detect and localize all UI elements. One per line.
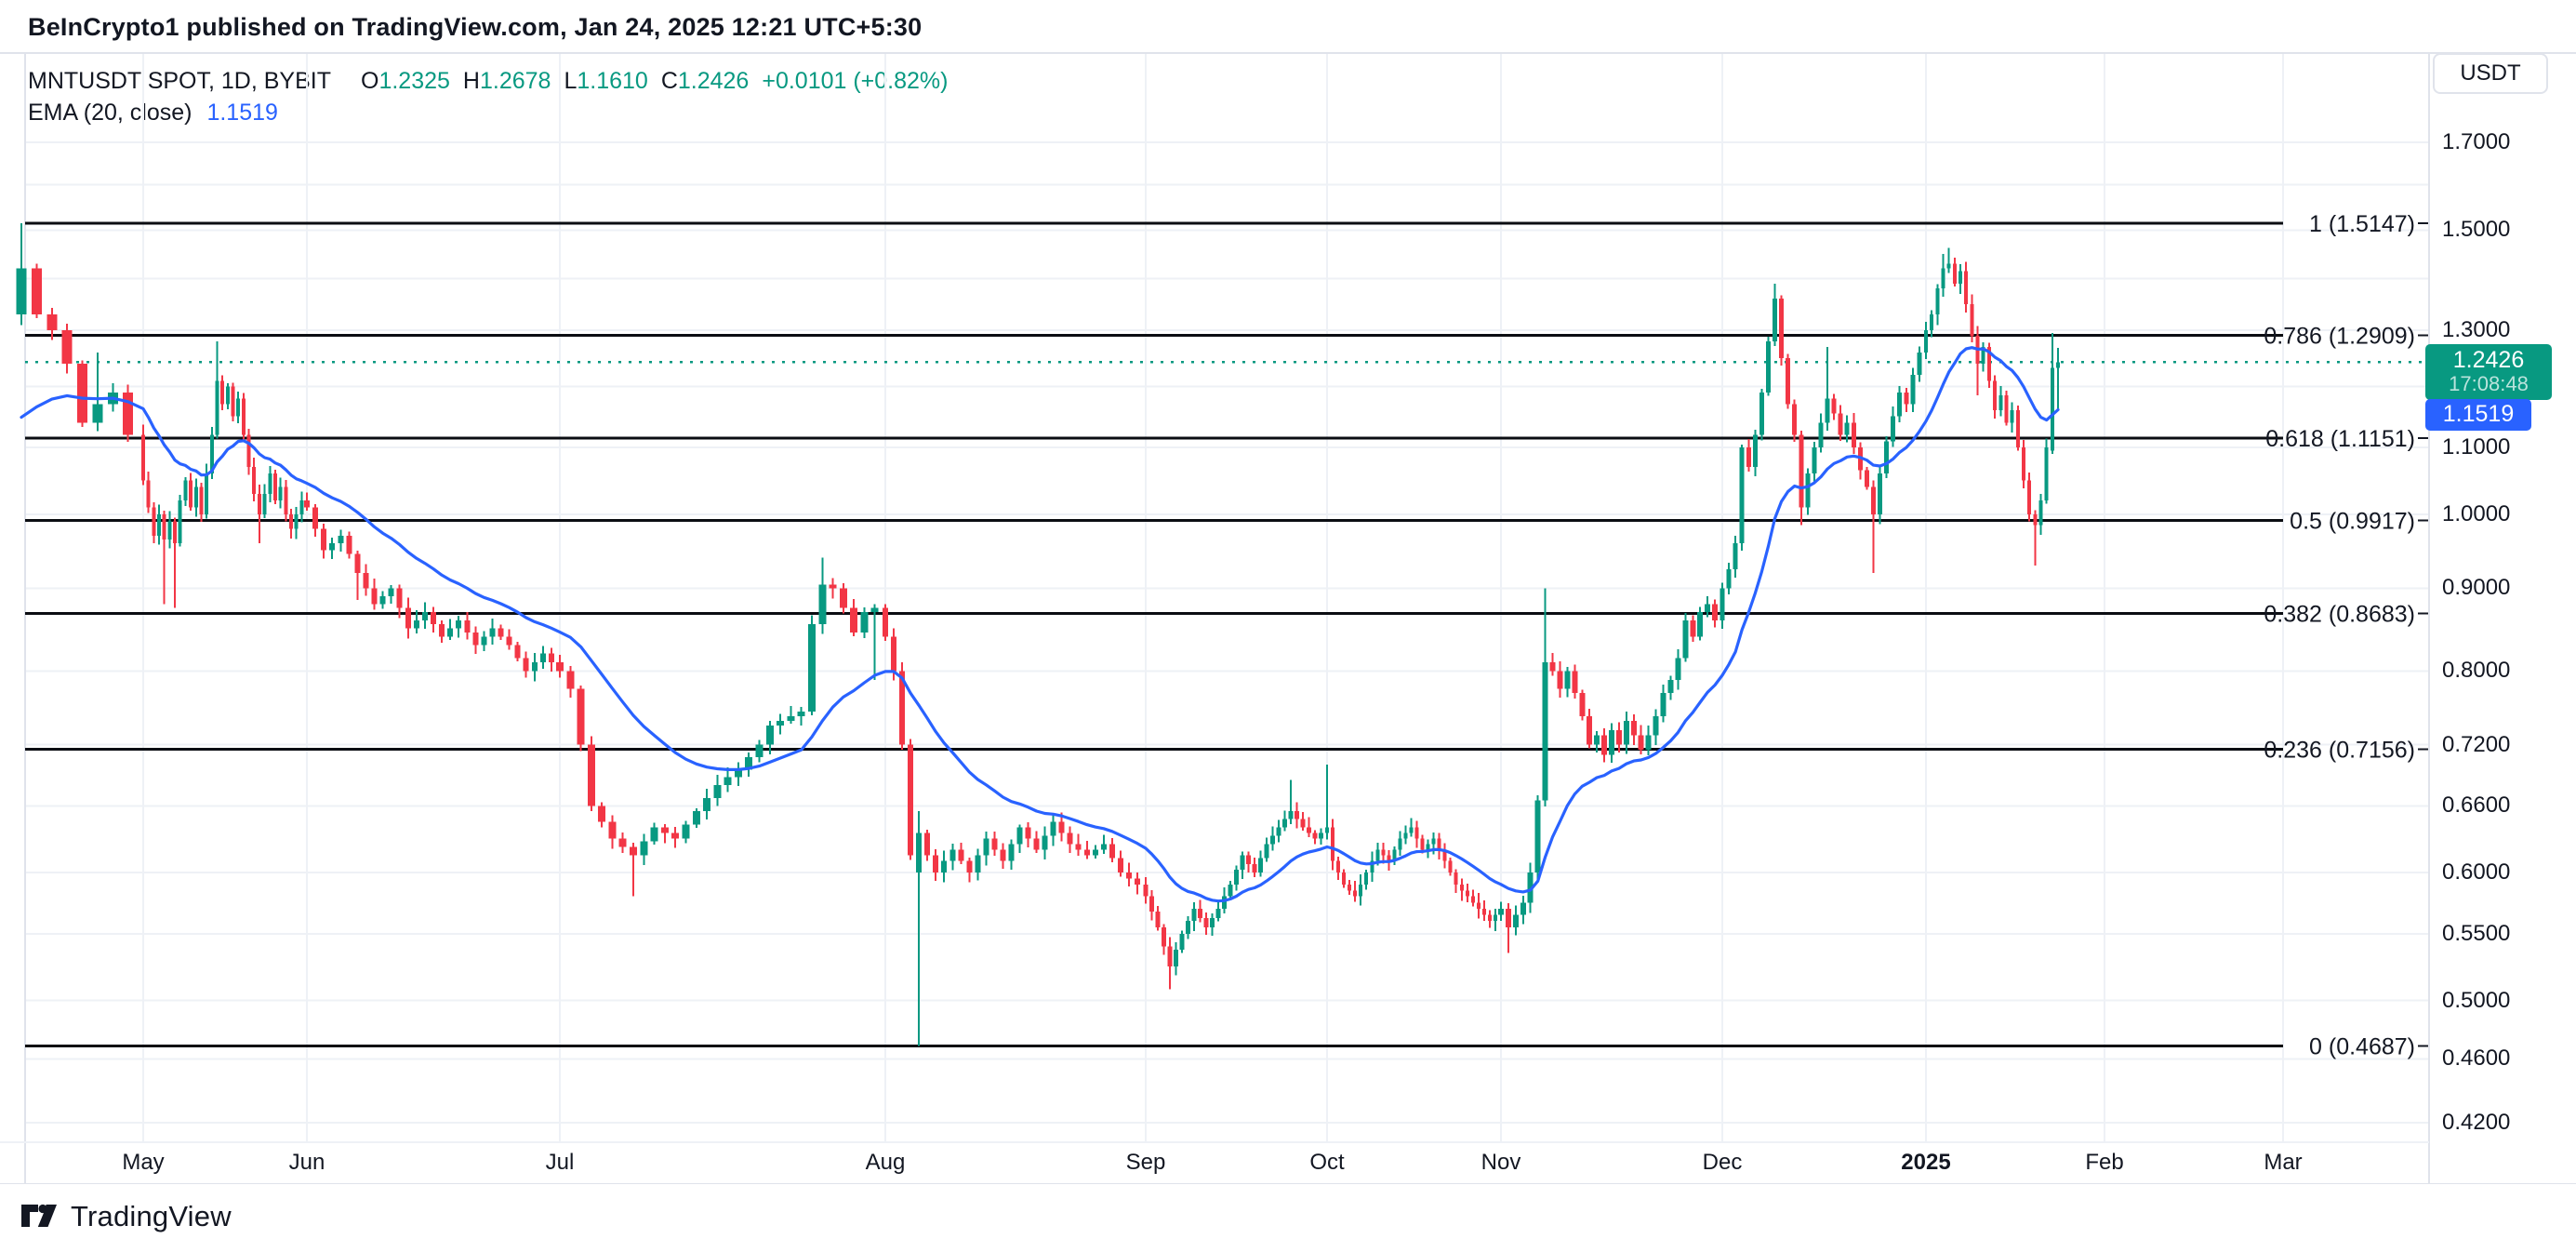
time-tick-label: Jul: [545, 1150, 575, 1175]
change-value: +0.0101 (+0.82%): [762, 68, 949, 94]
brand-name: TradingView: [71, 1200, 232, 1232]
high-value: 1.2678: [479, 68, 551, 94]
close-value: 1.2426: [677, 68, 750, 94]
attribution-text: BeInCrypto1 published on TradingView.com…: [28, 13, 923, 41]
low-value: 1.1610: [577, 68, 648, 94]
price-tick-label: 1.0000: [2442, 501, 2511, 527]
fib-level-label: 0.5 (0.9917): [2290, 508, 2415, 534]
fib-level-label: 0.236 (0.7156): [2264, 737, 2415, 763]
symbol-ohlc-row: MNTUSDT SPOT, 1D, BYBIT O1.2325 H1.2678 L1.…: [28, 65, 949, 97]
fib-level-label: 0 (0.4687): [2309, 1033, 2415, 1059]
chart-legend: MNTUSDT SPOT, 1D, BYBIT O1.2325 H1.2678 L1.…: [28, 65, 949, 128]
symbol-title: MNTUSDT SPOT, 1D, BYBIT: [28, 68, 331, 94]
ema-row: EMA (20, close) 1.1519: [28, 97, 949, 128]
bar-countdown: 17:08:48: [2449, 372, 2529, 396]
last-price-value: 1.2426: [2452, 347, 2525, 374]
fib-level-label: 1 (1.5147): [2309, 211, 2415, 237]
tradingview-logo[interactable]: TradingView: [20, 1200, 232, 1233]
fib-level-label: 0.382 (0.8683): [2264, 602, 2415, 628]
price-tick-label: 0.6600: [2442, 792, 2511, 819]
time-axis[interactable]: May Jun Jul Aug Sep Oct Nov Dec 2025 Feb Mar: [0, 1142, 2429, 1184]
price-tick-label: 0.4600: [2442, 1046, 2511, 1072]
tradingview-icon: [21, 1204, 57, 1227]
fib-level-label: 0.618 (1.1151): [2265, 426, 2415, 452]
price-tick-label: 1.7000: [2442, 128, 2511, 154]
time-tick-label: Oct: [1309, 1150, 1345, 1175]
time-tick-label: Dec: [1702, 1150, 1743, 1175]
footer: TradingView: [0, 1184, 2576, 1252]
time-tick-label: Sep: [1125, 1150, 1166, 1175]
fib-level-label: 0.786 (1.2909): [2264, 324, 2415, 350]
price-tick-label: 0.6000: [2442, 859, 2511, 886]
price-tick-label: 1.5000: [2442, 217, 2511, 243]
price-tick-label: 0.7200: [2442, 731, 2511, 757]
time-tick-label: Feb: [2085, 1150, 2124, 1175]
price-tick-label: 0.5500: [2442, 920, 2511, 946]
time-tick-label: Jun: [288, 1150, 325, 1175]
close-label: C: [660, 68, 678, 94]
price-tick-label: 1.1000: [2442, 434, 2511, 460]
time-tick-label: 2025: [1901, 1150, 1951, 1175]
price-tick-label: 0.8000: [2442, 658, 2511, 684]
low-label: L: [564, 68, 578, 94]
ema-value: 1.1519: [206, 100, 278, 126]
price-tick-label: 0.4200: [2442, 1110, 2511, 1136]
time-tick-label: Aug: [865, 1150, 906, 1175]
price-tick-label: 0.9000: [2442, 575, 2511, 601]
price-axis[interactable]: 1.7000 1.5000 1.3000 1.1000 1.0000 0.9000 0.80…: [2429, 53, 2576, 1184]
ema-label: EMA (20, close): [28, 100, 193, 126]
high-label: H: [462, 68, 480, 94]
ema-value-badge: 1.1519: [2425, 399, 2531, 432]
time-tick-label: Mar: [2264, 1150, 2303, 1175]
currency-toggle-button[interactable]: USDT: [2433, 53, 2548, 94]
open-label: O: [360, 68, 379, 94]
price-tick-label: 1.3000: [2442, 317, 2511, 343]
time-tick-label: Nov: [1481, 1150, 1521, 1175]
last-price-badge: 1.2426 17:08:48: [2425, 344, 2552, 401]
price-tick-label: 0.5000: [2442, 987, 2511, 1013]
open-value: 1.2325: [378, 68, 450, 94]
time-tick-label: May: [122, 1150, 165, 1175]
